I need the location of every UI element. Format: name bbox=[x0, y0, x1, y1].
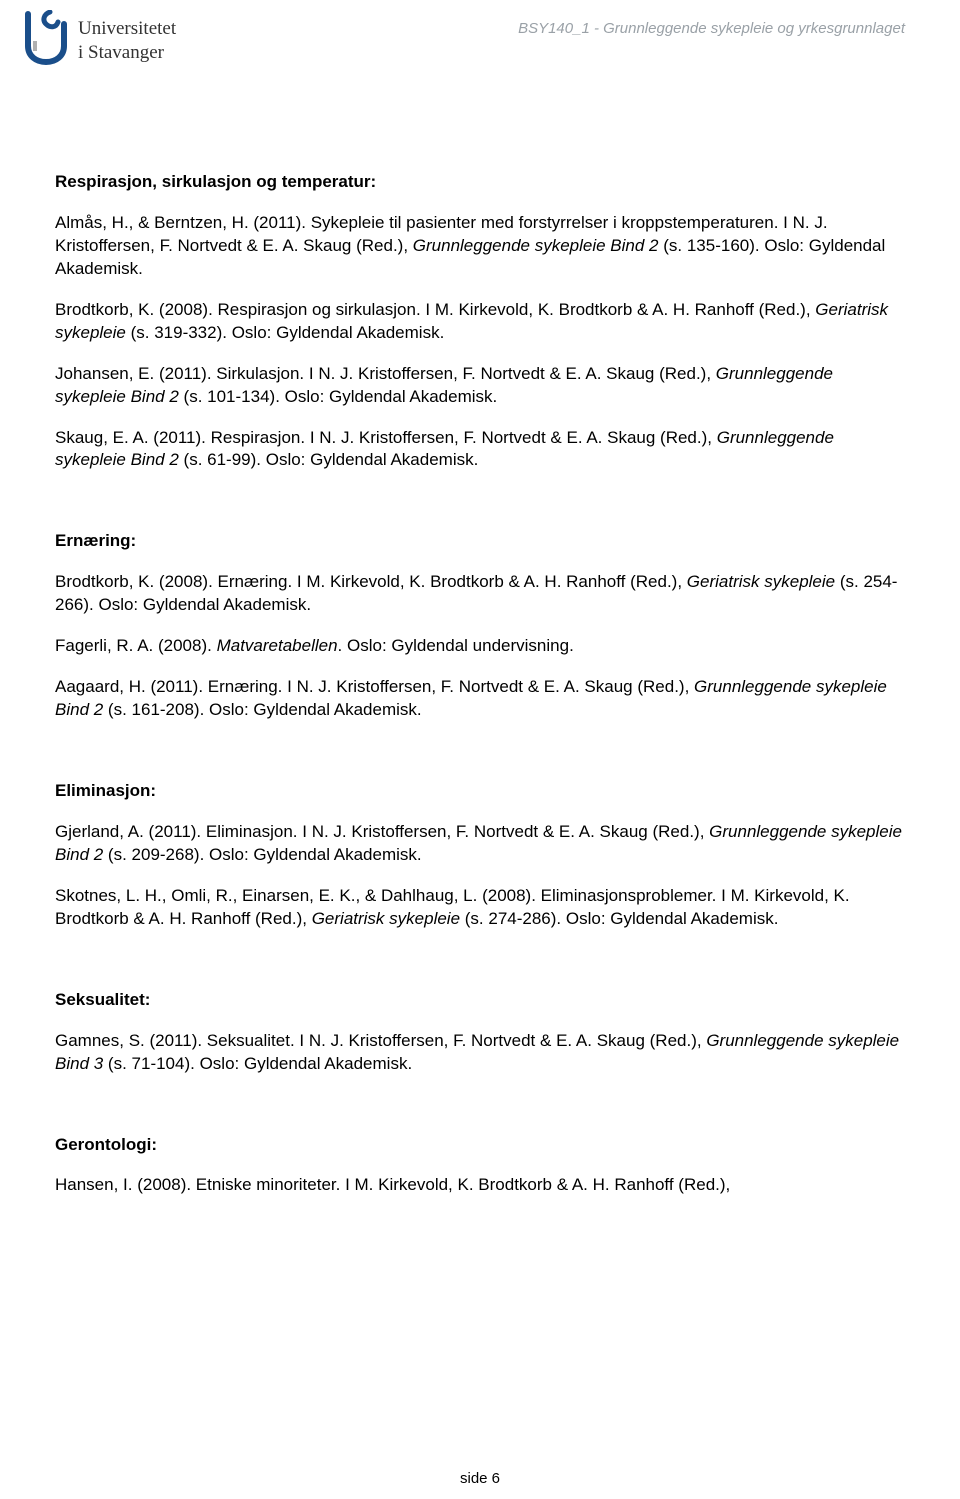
bibliography-entry: Johansen, E. (2011). Sirkulasjon. I N. J… bbox=[55, 363, 905, 409]
entry-post-text: (s. 101-134). Oslo: Gyldendal Akademisk. bbox=[179, 387, 497, 406]
section-heading: Eliminasjon: bbox=[55, 780, 905, 803]
entry-title-italic: Geriatrisk sykepleie bbox=[687, 572, 835, 591]
section-heading: Ernæring: bbox=[55, 530, 905, 553]
page-footer: side 6 bbox=[0, 1470, 960, 1487]
section-gap bbox=[55, 949, 905, 989]
page-number: side 6 bbox=[460, 1470, 500, 1487]
section-gap bbox=[55, 490, 905, 530]
bibliography-entry: Brodtkorb, K. (2008). Respirasjon og sir… bbox=[55, 299, 905, 345]
bibliography-entry: Gjerland, A. (2011). Eliminasjon. I N. J… bbox=[55, 821, 905, 867]
bibliography-entry: Hansen, I. (2008). Etniske minoriteter. … bbox=[55, 1174, 905, 1197]
entry-title-italic: Matvaretabellen bbox=[217, 636, 338, 655]
bibliography-entry: Gamnes, S. (2011). Seksualitet. I N. J. … bbox=[55, 1030, 905, 1076]
logo-block: Universitetet i Stavanger bbox=[22, 10, 176, 71]
entry-pre-text: Brodtkorb, K. (2008). Ernæring. I M. Kir… bbox=[55, 572, 687, 591]
entry-title-italic: Geriatrisk sykepleie bbox=[312, 909, 460, 928]
entry-title-italic: Grunnleggende sykepleie Bind 2 bbox=[413, 236, 659, 255]
bibliography-entry: Brodtkorb, K. (2008). Ernæring. I M. Kir… bbox=[55, 571, 905, 617]
entry-post-text: (s. 61-99). Oslo: Gyldendal Akademisk. bbox=[179, 450, 479, 469]
entry-post-text: (s. 71-104). Oslo: Gyldendal Akademisk. bbox=[103, 1054, 412, 1073]
entry-post-text: (s. 209-268). Oslo: Gyldendal Akademisk. bbox=[103, 845, 421, 864]
section-gap bbox=[55, 740, 905, 780]
entry-pre-text: Aagaard, H. (2011). Ernæring. I N. J. Kr… bbox=[55, 677, 694, 696]
section-gap bbox=[55, 1094, 905, 1134]
entry-pre-text: Brodtkorb, K. (2008). Respirasjon og sir… bbox=[55, 300, 815, 319]
entry-pre-text: Skaug, E. A. (2011). Respirasjon. I N. J… bbox=[55, 428, 717, 447]
entry-post-text: (s. 319-332). Oslo: Gyldendal Akademisk. bbox=[126, 323, 444, 342]
course-code: BSY140_1 - Grunnleggende sykepleie og yr… bbox=[518, 20, 905, 37]
university-name-line1: Universitetet bbox=[78, 17, 176, 41]
section-heading: Gerontologi: bbox=[55, 1134, 905, 1157]
page-header: Universitetet i Stavanger BSY140_1 - Gru… bbox=[0, 0, 960, 71]
bibliography-entry: Skotnes, L. H., Omli, R., Einarsen, E. K… bbox=[55, 885, 905, 931]
document-body: Respirasjon, sirkulasjon og temperatur: A… bbox=[0, 71, 960, 1197]
entry-post-text: . Oslo: Gyldendal undervisning. bbox=[338, 636, 574, 655]
entry-pre-text: Johansen, E. (2011). Sirkulasjon. I N. J… bbox=[55, 364, 716, 383]
entry-pre-text: Gjerland, A. (2011). Eliminasjon. I N. J… bbox=[55, 822, 709, 841]
bibliography-entry: Aagaard, H. (2011). Ernæring. I N. J. Kr… bbox=[55, 676, 905, 722]
section-heading: Respirasjon, sirkulasjon og temperatur: bbox=[55, 171, 905, 194]
bibliography-entry: Almås, H., & Berntzen, H. (2011). Sykepl… bbox=[55, 212, 905, 281]
university-name: Universitetet i Stavanger bbox=[78, 17, 176, 65]
university-logo-icon bbox=[22, 10, 70, 71]
entry-post-text: (s. 274-286). Oslo: Gyldendal Akademisk. bbox=[460, 909, 778, 928]
university-name-line2: i Stavanger bbox=[78, 41, 176, 65]
entry-pre-text: Hansen, I. (2008). Etniske minoriteter. … bbox=[55, 1175, 730, 1194]
bibliography-entry: Fagerli, R. A. (2008). Matvaretabellen. … bbox=[55, 635, 905, 658]
bibliography-entry: Skaug, E. A. (2011). Respirasjon. I N. J… bbox=[55, 427, 905, 473]
section-heading: Seksualitet: bbox=[55, 989, 905, 1012]
entry-pre-text: Gamnes, S. (2011). Seksualitet. I N. J. … bbox=[55, 1031, 706, 1050]
entry-pre-text: Fagerli, R. A. (2008). bbox=[55, 636, 217, 655]
entry-post-text: (s. 161-208). Oslo: Gyldendal Akademisk. bbox=[103, 700, 421, 719]
